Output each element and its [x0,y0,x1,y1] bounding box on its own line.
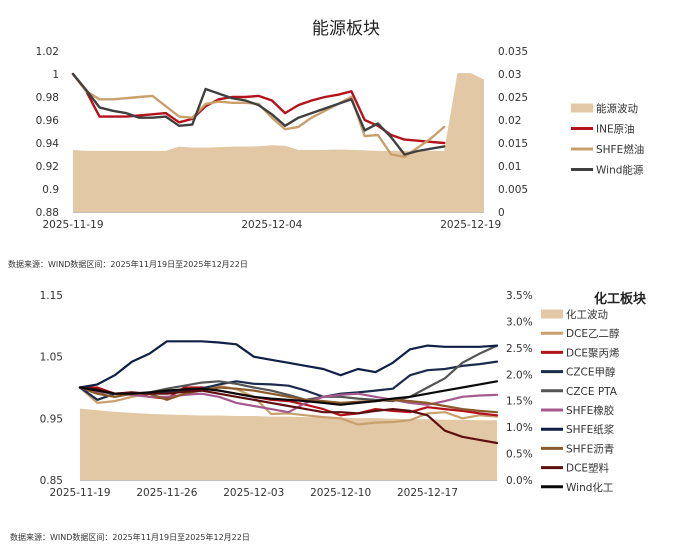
chemical-y-right-tick-label: 2.0% [506,369,533,381]
energy-y-right-tick-label: 0.03 [498,69,521,81]
energy-y-left-tick-label: 0.9 [42,184,59,196]
chemical-y-right-tick-label: 3.0% [506,316,533,328]
chemical-x-tick-label: 2025-12-10 [310,487,371,499]
chemical-y-left-tick-label: 0.85 [40,475,63,487]
chemical-legend-label: DCE聚丙烯 [566,346,620,359]
chemical-x-tick-label: 2025-12-03 [223,487,284,499]
chemical-series-line-5 [78,340,499,389]
chemical-legend-label: DCE乙二醇 [566,327,620,340]
energy-y-right-tick-label: 0.005 [498,184,528,196]
chart-title-chemical: 化工板块 [594,292,647,307]
source-note-chemical: 数据来源：WIND数据区间：2025年11月19日至2025年12月22日 [10,533,250,542]
chemical-area-volatility [80,408,497,480]
chemical-y-left-tick-label: 0.95 [40,413,63,425]
energy-y-left-tick-label: 1 [52,69,59,81]
energy-y-left-tick-label: 0.92 [36,161,59,173]
chemical-y-right-tick-label: 2.5% [506,343,533,355]
energy-legend-label: Wind能源 [596,164,644,177]
chemical-x-tick-label: 2025-12-17 [397,487,458,499]
energy-y-left-tick-label: 0.98 [36,92,59,104]
chemical-legend-label: SHFE纸浆 [566,423,615,436]
chemical-series-line-7 [78,386,499,445]
chemical-legend-label: SHFE沥青 [566,442,614,455]
chemical-legend-swatch-area [541,309,563,319]
energy-area-volatility [73,73,484,212]
chemical-legend-label: CZCE PTA [566,386,618,398]
chemical-y-right-tick-label: 1.0% [506,422,533,434]
source-note-energy: 数据来源：WIND数据区间：2025年11月19日至2025年12月22日 [8,260,248,269]
energy-y-right-tick-label: 0 [498,207,505,219]
energy-x-tick-label: 2025-11-19 [42,219,103,231]
chemical-legend-label: SHFE橡胶 [566,404,615,417]
energy-legend-label: 能源波动 [596,102,638,115]
chemical-legend-label: Wind化工 [566,481,613,494]
energy-legend-label: INE原油 [596,123,635,136]
chemical-x-tick-label: 2025-11-26 [136,487,197,499]
energy-series-line-0 [71,72,446,145]
energy-y-right-tick-label: 0.035 [498,46,528,58]
chemical-y-right-tick-label: 1.5% [506,396,533,408]
energy-y-left-tick-label: 1.02 [36,46,59,58]
chemical-y-right-tick-label: 0.5% [506,449,533,461]
chemical-y-right-tick-label: 3.5% [506,290,533,302]
energy-y-right-tick-label: 0.015 [498,138,528,150]
energy-y-right-tick-label: 0.02 [498,115,521,127]
chemical-legend-label: 化工波动 [566,308,608,321]
chemical-series-line-4 [78,386,499,414]
chemical-y-left-tick-label: 1.15 [40,290,63,302]
energy-legend-swatch-area [571,103,593,113]
energy-y-left-tick-label: 0.94 [36,138,60,150]
energy-x-tick-label: 2025-12-19 [440,219,501,231]
energy-series-line-2 [71,72,446,156]
chemical-legend-label: DCE塑料 [566,462,610,475]
energy-y-right-tick-label: 0.01 [498,161,521,173]
chemical-x-tick-label: 2025-11-19 [49,487,110,499]
energy-y-left-tick-label: 0.88 [36,207,59,219]
energy-y-right-tick-label: 0.025 [498,92,528,104]
energy-legend-label: SHFE燃油 [596,143,644,156]
chemical-legend-label: CZCE甲醇 [566,366,616,379]
chemical-series-line-8 [78,380,499,406]
energy-x-tick-label: 2025-12-04 [241,219,302,231]
energy-y-left-tick-label: 0.96 [36,115,60,127]
chemical-y-right-tick-label: 0.0% [506,475,533,487]
chart-title-energy: 能源板块 [312,19,380,39]
chemical-y-left-tick-label: 1.05 [40,352,63,364]
